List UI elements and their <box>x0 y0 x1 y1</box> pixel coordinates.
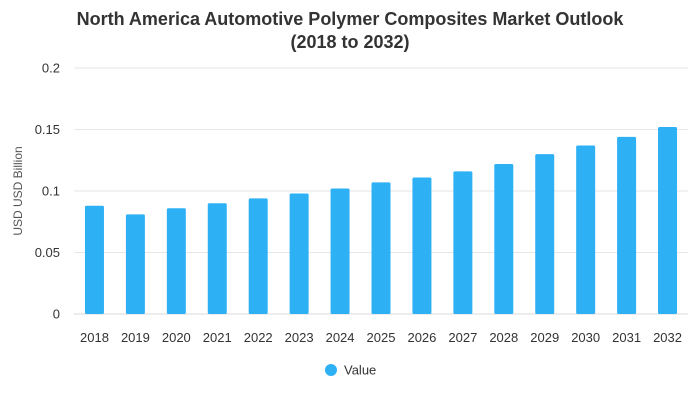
x-tick-label: 2018 <box>80 330 109 345</box>
y-tick-label: 0.1 <box>42 184 60 199</box>
legend[interactable]: Value <box>325 363 376 378</box>
bar-2025[interactable] <box>371 182 391 314</box>
bar-2022[interactable] <box>248 198 268 314</box>
bar-2026[interactable] <box>412 177 432 314</box>
bar-2019[interactable] <box>125 214 145 314</box>
y-tick-label: 0 <box>53 307 60 322</box>
bar-2027[interactable] <box>453 171 473 314</box>
y-tick-label: 0.2 <box>42 61 60 76</box>
bar-2029[interactable] <box>535 154 555 314</box>
x-tick-label: 2019 <box>121 330 150 345</box>
y-axis-ticks: 0 0.05 0.1 0.15 0.2 <box>35 61 60 322</box>
x-tick-label: 2031 <box>612 330 641 345</box>
chart-title-line-1: North America Automotive Polymer Composi… <box>76 9 624 29</box>
x-tick-label: 2022 <box>244 330 273 345</box>
legend-label: Value <box>344 363 376 378</box>
x-tick-label: 2025 <box>367 330 396 345</box>
bar-2021[interactable] <box>207 203 227 314</box>
bar-2032[interactable] <box>658 127 678 314</box>
bar-2028[interactable] <box>494 163 514 314</box>
y-tick-label: 0.15 <box>35 122 60 137</box>
chart-title-line-2: (2018 to 2032) <box>290 32 410 52</box>
bar-2020[interactable] <box>166 208 186 314</box>
x-tick-label: 2027 <box>448 330 477 345</box>
x-tick-label: 2030 <box>571 330 600 345</box>
x-tick-label: 2026 <box>407 330 436 345</box>
legend-marker <box>325 364 337 376</box>
x-tick-label: 2024 <box>326 330 355 345</box>
y-axis-label: USD USD Billion <box>11 146 25 235</box>
bar-2030[interactable] <box>576 145 596 314</box>
x-tick-label: 2028 <box>489 330 518 345</box>
bars <box>84 127 678 314</box>
bar-2018[interactable] <box>84 205 104 314</box>
x-tick-label: 2029 <box>530 330 559 345</box>
x-axis-ticks: 2018 2019 2020 2021 2022 2023 2024 2025 2026 2027… <box>80 330 682 345</box>
x-tick-label: 2032 <box>653 330 682 345</box>
x-tick-label: 2020 <box>162 330 191 345</box>
bar-2024[interactable] <box>330 188 350 314</box>
chart-title: North America Automotive Polymer Composi… <box>0 8 700 54</box>
x-tick-label: 2021 <box>203 330 232 345</box>
x-tick-label: 2023 <box>285 330 314 345</box>
bar-2031[interactable] <box>617 136 637 314</box>
y-tick-label: 0.05 <box>35 245 60 260</box>
bar-2023[interactable] <box>289 193 309 314</box>
